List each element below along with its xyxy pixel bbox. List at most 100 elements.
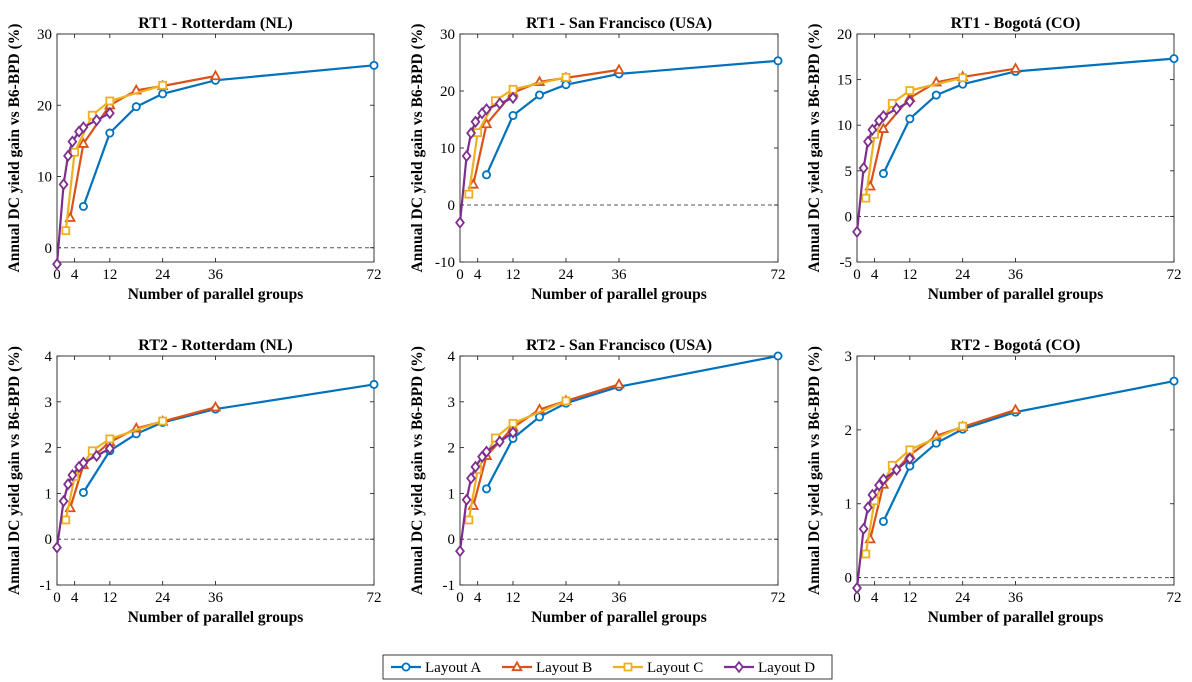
plot-area <box>56 355 375 586</box>
x-tick-label: 36 <box>208 267 224 283</box>
data-point <box>63 477 73 491</box>
x-tick-label: 12 <box>902 267 917 283</box>
y-tick-label: 1 <box>845 497 853 513</box>
legend: Layout A Layout B Layout C Layout D <box>382 654 833 680</box>
legend-label: Layout A <box>425 660 481 676</box>
data-point <box>891 463 902 477</box>
y-tick-label: 0 <box>845 209 853 225</box>
data-point <box>931 90 941 100</box>
x-tick-label: 24 <box>559 267 575 283</box>
data-point <box>535 90 545 100</box>
data-point <box>878 169 888 179</box>
data-point <box>878 516 888 526</box>
data-point <box>77 137 90 148</box>
y-tick-label: 10 <box>440 141 455 157</box>
x-tick-label: 36 <box>1008 267 1024 283</box>
y-tick-label: 4 <box>45 349 53 365</box>
data-point <box>105 96 115 106</box>
data-point <box>931 438 941 448</box>
x-tick-label: 12 <box>102 267 117 283</box>
series-line <box>485 354 779 490</box>
y-tick-label: 0 <box>448 198 456 214</box>
data-point <box>63 149 73 163</box>
series-line <box>869 408 1016 540</box>
y-tick-label: 0 <box>45 241 53 257</box>
y-tick-label: 0 <box>45 532 53 548</box>
data-point <box>887 98 897 108</box>
y-tick-label: -1 <box>40 578 53 594</box>
y-tick-label: 1 <box>448 486 456 502</box>
series-line <box>864 425 964 555</box>
data-point <box>480 117 493 129</box>
data-point <box>369 379 379 389</box>
x-tick-label: 72 <box>367 590 382 606</box>
data-point <box>508 91 518 105</box>
data-point <box>105 128 115 138</box>
x-tick-label: 4 <box>474 590 482 606</box>
data-point <box>481 102 492 116</box>
y-axis-label: Annual DC yield gain vs B6-BPD (%) <box>806 346 823 595</box>
x-tick-label: 4 <box>71 590 79 606</box>
series-line <box>485 59 779 176</box>
data-point <box>958 421 968 431</box>
x-tick-label: 12 <box>506 590 521 606</box>
x-tick-label: 4 <box>871 267 879 283</box>
data-point <box>852 225 862 239</box>
data-point <box>78 121 89 134</box>
data-point <box>561 80 571 90</box>
series-layout-d <box>852 95 915 239</box>
series-line <box>82 383 375 494</box>
data-point <box>91 449 102 463</box>
legend-label: Layout D <box>758 660 815 676</box>
data-point <box>78 201 88 211</box>
data-point <box>70 147 80 157</box>
legend-item-layout-c: Layout C <box>613 660 703 676</box>
legend-item-layout-a: Layout A <box>391 660 481 676</box>
series-layout-b <box>64 69 222 222</box>
x-tick-label: 72 <box>771 267 786 283</box>
data-point <box>852 581 862 595</box>
y-axis-label: Annual DC yield gain vs B6-BPD (%) <box>806 24 823 273</box>
x-tick-label: 72 <box>771 590 786 606</box>
x-axis-label: Number of parallel groups <box>128 609 304 626</box>
y-tick-label: 30 <box>37 27 52 43</box>
x-tick-label: 24 <box>955 590 971 606</box>
data-point <box>863 501 873 514</box>
data-point <box>508 111 518 121</box>
data-point <box>470 460 481 474</box>
series-layout-a <box>78 60 379 211</box>
y-tick-label: -1 <box>443 578 456 594</box>
y-tick-label: 20 <box>837 27 852 43</box>
data-point <box>874 479 884 492</box>
data-point <box>481 484 491 494</box>
x-tick-label: 36 <box>612 590 628 606</box>
x-tick-label: 36 <box>1008 590 1024 606</box>
data-point <box>867 488 878 502</box>
y-axis-label: Annual DC yield gain vs B6-BPD (%) <box>6 24 23 273</box>
data-point <box>508 418 518 428</box>
data-point <box>867 123 878 137</box>
data-point <box>464 515 474 525</box>
panel-title: RT2 - Bogotá (CO) <box>951 337 1081 354</box>
x-tick-label: 24 <box>155 267 171 283</box>
y-axis-label: Annual DC yield gain vs B6-BPD (%) <box>409 24 426 273</box>
series-layout-c <box>861 73 968 203</box>
data-point <box>58 178 69 191</box>
data-point <box>52 541 62 554</box>
data-point <box>861 549 871 559</box>
legend-marker <box>623 662 633 672</box>
data-point <box>61 515 71 525</box>
x-tick-label: 12 <box>506 267 521 283</box>
data-point <box>481 445 492 458</box>
x-tick-label: 72 <box>367 267 382 283</box>
y-tick-label: 20 <box>37 98 52 114</box>
x-tick-label: 24 <box>559 590 575 606</box>
y-tick-label: -10 <box>435 255 455 271</box>
x-tick-label: 4 <box>71 267 79 283</box>
panel-title: RT2 - Rotterdam (NL) <box>138 337 293 354</box>
y-tick-label: 2 <box>45 441 53 457</box>
y-tick-label: 3 <box>448 395 456 411</box>
y-tick-label: 3 <box>45 395 53 411</box>
